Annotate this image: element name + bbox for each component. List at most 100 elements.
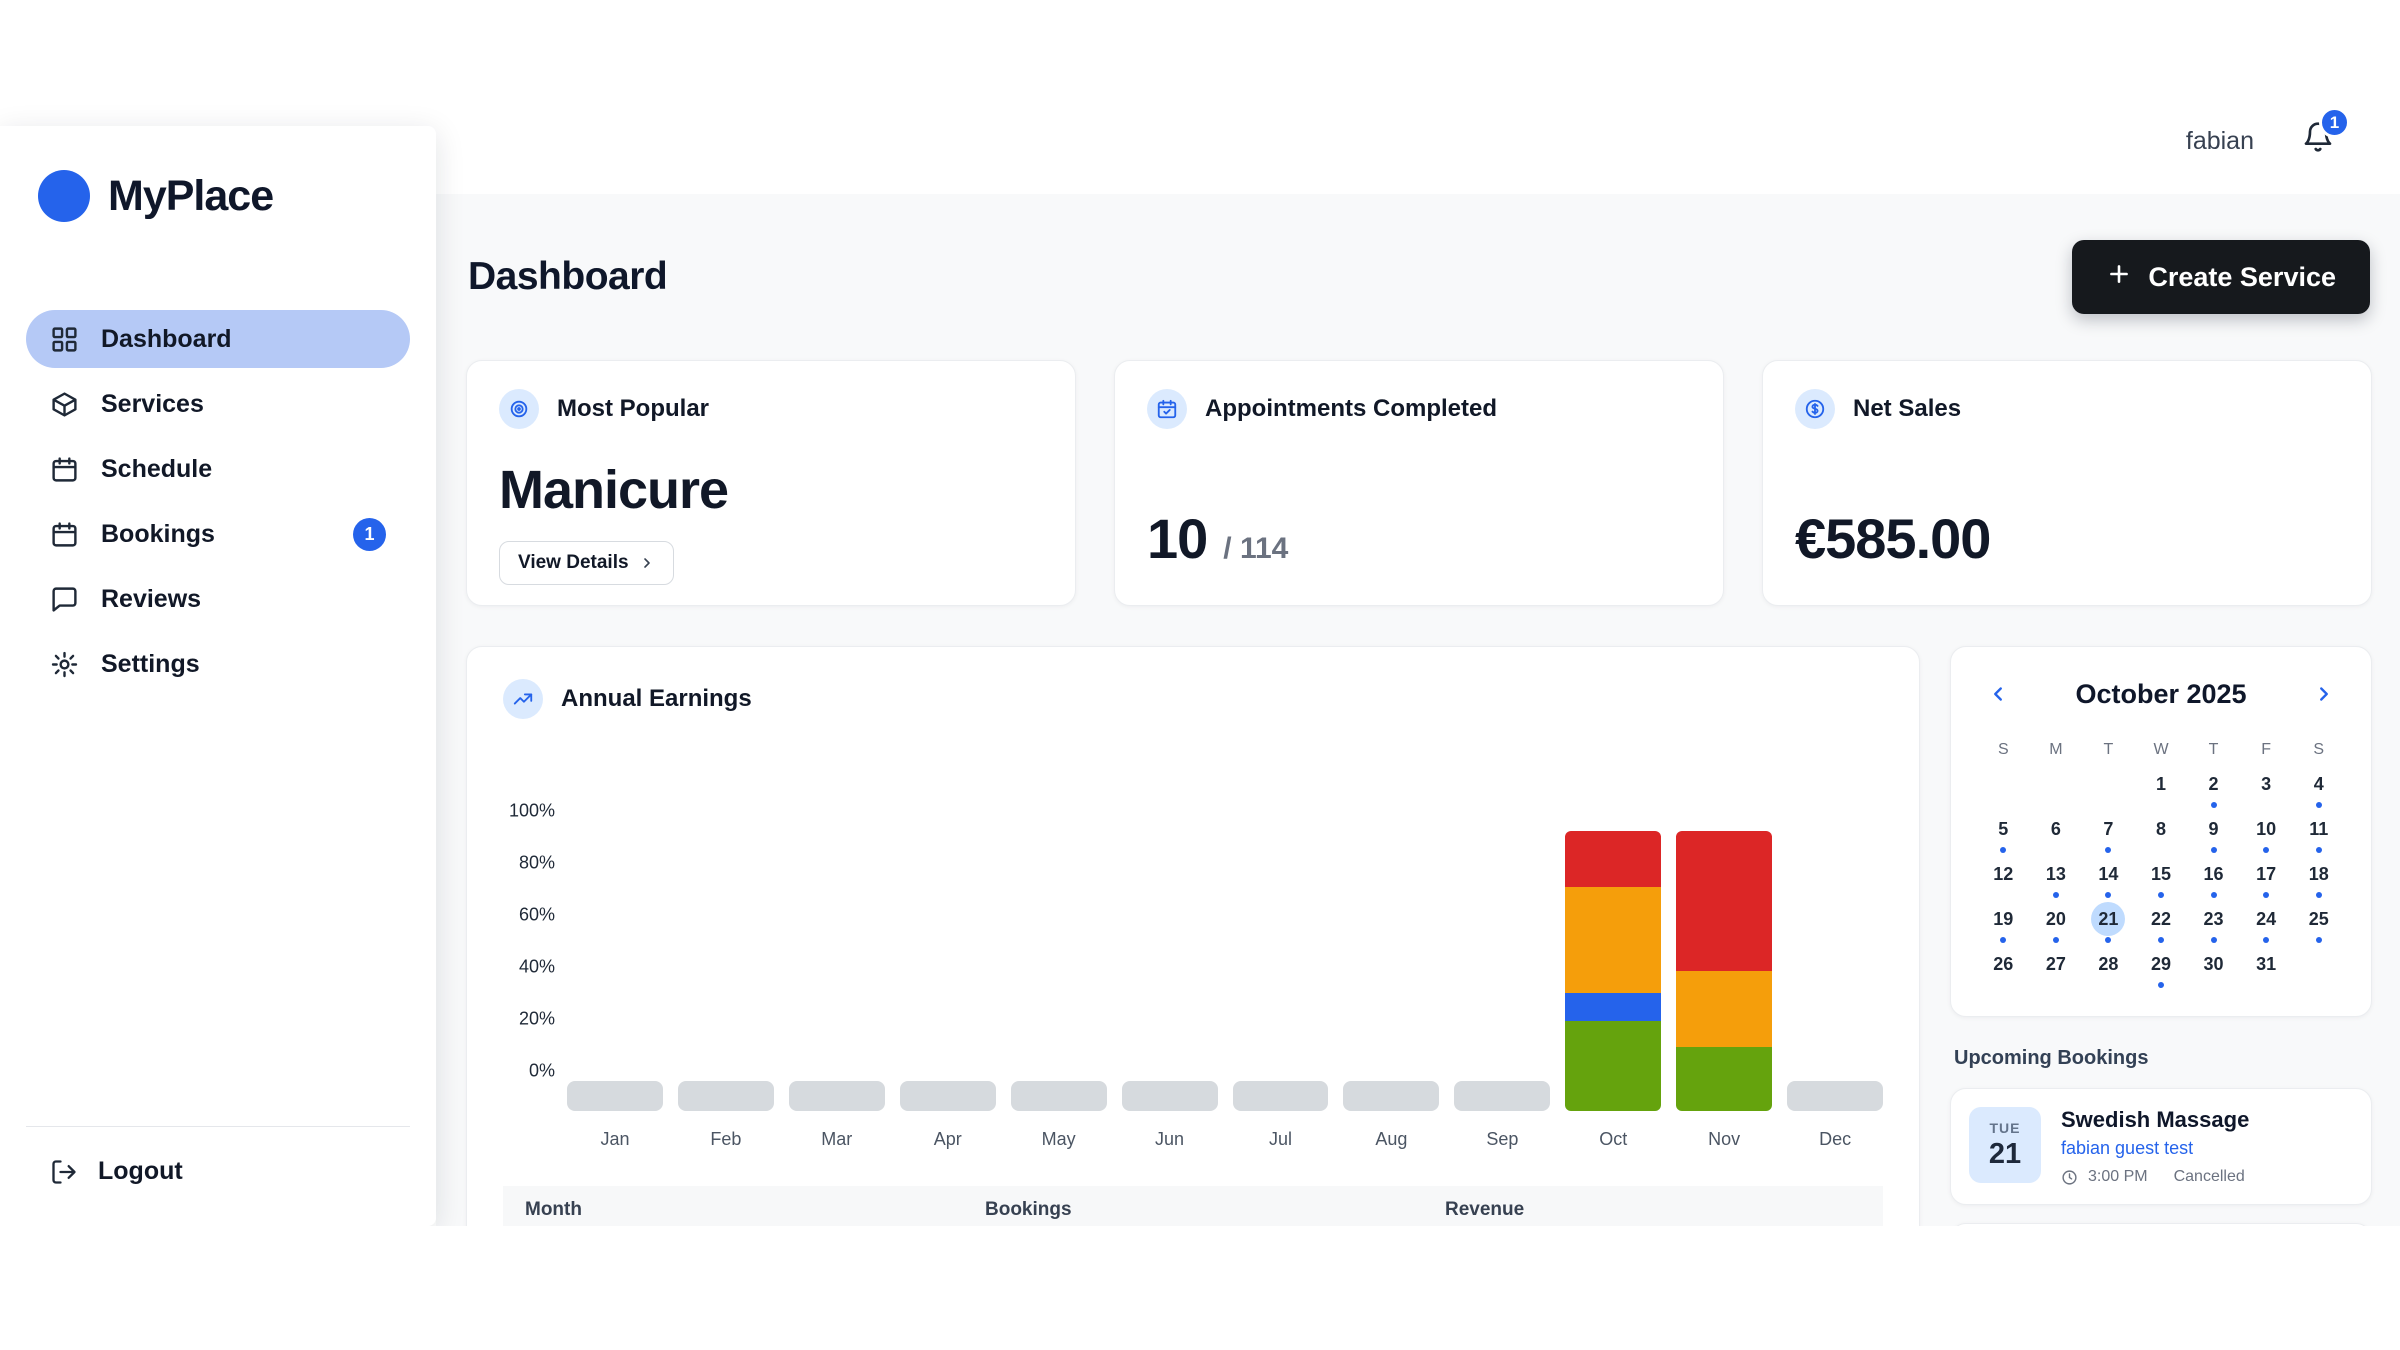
calendar-day-7[interactable]: 7 (2082, 812, 2135, 857)
calendar-day-30[interactable]: 30 (2187, 947, 2240, 992)
calendar-day-10[interactable]: 10 (2240, 812, 2293, 857)
notifications-button[interactable]: 1 (2302, 107, 2350, 156)
bookings-count-badge: 1 (353, 517, 386, 551)
booking-dot (2210, 802, 2217, 808)
day-number: 18 (2308, 863, 2329, 884)
calendar-day-empty (2030, 767, 2083, 812)
calendar-icon (50, 520, 79, 549)
sidebar-item-reviews[interactable]: Reviews (26, 570, 410, 628)
calendar-day-23[interactable]: 23 (2187, 902, 2240, 947)
booking-dot (2263, 847, 2270, 853)
most-popular-value: Manicure (499, 460, 729, 520)
calendar-day-26[interactable]: 26 (1977, 947, 2030, 992)
calendar-check-icon (1147, 389, 1187, 429)
calendar-month-label: October 2025 (2075, 678, 2247, 709)
chevron-right-icon (2320, 687, 2328, 701)
clock-icon (2061, 1169, 2078, 1186)
target-icon (499, 389, 539, 429)
calendar-day-28[interactable]: 28 (2082, 947, 2135, 992)
bar-column-apr (899, 1081, 996, 1111)
calendar-day-12[interactable]: 12 (1977, 857, 2030, 902)
calendar-day-31[interactable]: 31 (2240, 947, 2293, 992)
username: fabian (2185, 127, 2254, 155)
calendar-day-20[interactable]: 20 (2030, 902, 2083, 947)
segment-orange (1565, 887, 1662, 994)
calendar-day-29[interactable]: 29 (2135, 947, 2188, 992)
calendar-day-5[interactable]: 5 (1977, 812, 2030, 857)
logout-button[interactable]: Logout (26, 1126, 410, 1192)
stacked-bar-oct (1565, 831, 1662, 1111)
calendar-next-button[interactable] (2303, 673, 2345, 715)
sidebar-item-schedule[interactable]: Schedule (26, 440, 410, 498)
calendar-day-3[interactable]: 3 (2240, 767, 2293, 812)
day-number: 28 (2098, 953, 2119, 974)
appointments-value: 10 (1147, 507, 1208, 570)
booking-customer-link[interactable]: fabian guest test (2061, 1138, 2194, 1158)
calendar-day-15[interactable]: 15 (2135, 857, 2188, 902)
calendar-day-11[interactable]: 11 (2292, 812, 2345, 857)
sidebar-item-settings[interactable]: Settings (26, 635, 410, 693)
sidebar-item-label: Schedule (101, 454, 213, 483)
day-number: 20 (2045, 908, 2066, 929)
day-number: 5 (1998, 818, 2009, 839)
calendar-day-18[interactable]: 18 (2292, 857, 2345, 902)
page-title: Dashboard (468, 255, 668, 298)
booking-card[interactable]: TUE 21 Swedish Massage fabian guest test 3:0… (1950, 1088, 2372, 1205)
table-header: Month (503, 1186, 963, 1226)
calendar-day-8[interactable]: 8 (2135, 812, 2188, 857)
booking-info: Swedish Massage fabian guest test 3:00 PM C… (2061, 1107, 2249, 1186)
create-service-button[interactable]: Create Service (2072, 240, 2370, 314)
view-details-button[interactable]: View Details (499, 541, 674, 585)
calendar-day-16[interactable]: 16 (2187, 857, 2240, 902)
bar-column-dec (1787, 1081, 1884, 1111)
calendar-day-1[interactable]: 1 (2135, 767, 2188, 812)
calendar-day-14[interactable]: 14 (2082, 857, 2135, 902)
day-number: 11 (2309, 818, 2329, 839)
booking-dot (2315, 802, 2322, 808)
appointments-label: Appointments Completed (1205, 395, 1497, 422)
calendar-day-2[interactable]: 2 (2187, 767, 2240, 812)
calendar-day-22[interactable]: 22 (2135, 902, 2188, 947)
topbar: fabian 1 (436, 0, 2400, 194)
booking-dot (2315, 847, 2322, 853)
empty-bar (1787, 1081, 1884, 1111)
x-axis-tick: Nov (1708, 1129, 1741, 1149)
calendar-day-6[interactable]: 6 (2030, 812, 2083, 857)
day-number: 7 (2103, 818, 2114, 839)
calendar-day-13[interactable]: 13 (2030, 857, 2083, 902)
day-number: 29 (2150, 953, 2171, 974)
weekday-label: S (2313, 741, 2325, 758)
bar-column-nov (1676, 831, 1773, 1111)
booking-dot (2000, 847, 2007, 853)
main-area: fabian 1 Dashboard Create Service (436, 0, 2400, 1226)
booking-dot (2105, 937, 2112, 943)
calendar-day-9[interactable]: 9 (2187, 812, 2240, 857)
dollar-icon (1795, 389, 1835, 429)
booking-dot (2210, 892, 2217, 898)
calendar-day-24[interactable]: 24 (2240, 902, 2293, 947)
calendar-day-19[interactable]: 19 (1977, 902, 2030, 947)
calendar-day-4[interactable]: 4 (2292, 767, 2345, 812)
booking-card[interactable]: WED22ManicureCustomer2:00 AMPending (1950, 1223, 2372, 1226)
empty-bar (899, 1081, 996, 1111)
day-number: 27 (2045, 953, 2066, 974)
calendar-prev-button[interactable] (1977, 673, 2019, 715)
sidebar-item-bookings[interactable]: Bookings 1 (26, 505, 410, 563)
day-number: 2 (2208, 773, 2219, 794)
booking-dot (2052, 937, 2059, 943)
calendar-day-25[interactable]: 25 (2292, 902, 2345, 947)
day-number: 15 (2150, 863, 2171, 884)
calendar-day-27[interactable]: 27 (2030, 947, 2083, 992)
annual-earnings-chart: 0% 20% 40% 60% 80% 100% (503, 771, 1884, 1111)
calendar-day-21[interactable]: 21 (2082, 902, 2135, 947)
sidebar-item-services[interactable]: Services (26, 375, 410, 433)
calendar-day-17[interactable]: 17 (2240, 857, 2293, 902)
sidebar-item-dashboard[interactable]: Dashboard (26, 310, 410, 368)
bell-icon (2302, 122, 2334, 156)
day-number: 23 (2203, 908, 2224, 929)
y-axis-tick: 80% (518, 852, 555, 873)
plus-icon (2106, 261, 2132, 294)
segment-red (1565, 831, 1662, 888)
empty-bar (1232, 1081, 1329, 1111)
